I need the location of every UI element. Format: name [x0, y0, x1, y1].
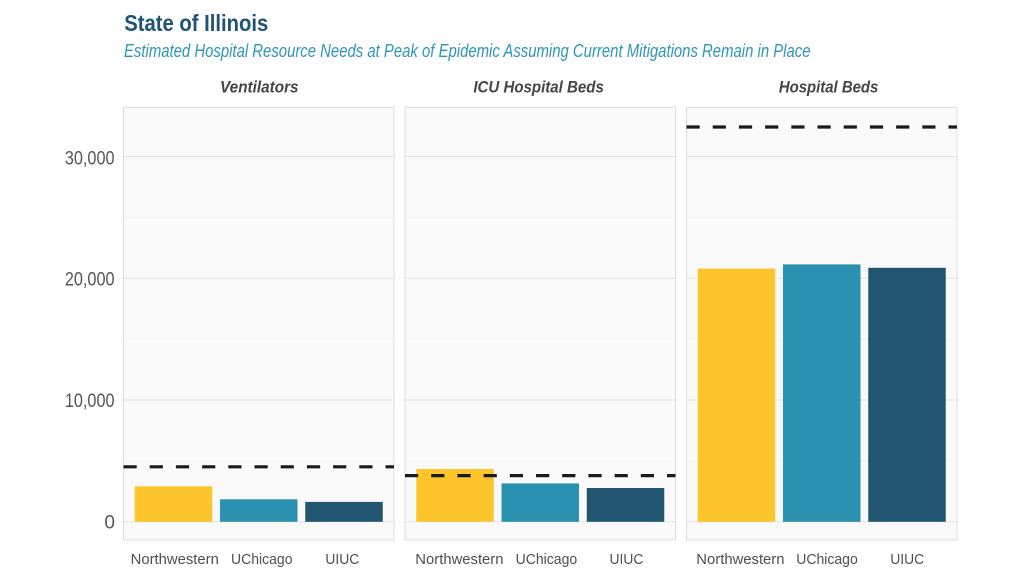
- svg-text:30,000: 30,000: [65, 148, 115, 169]
- svg-text:Estimated Hospital Resource Ne: Estimated Hospital Resource Needs at Pea…: [124, 41, 811, 61]
- svg-text:Northwestern: Northwestern: [415, 551, 503, 568]
- svg-text:20,000: 20,000: [65, 269, 115, 290]
- svg-text:Northwestern: Northwestern: [696, 551, 784, 568]
- svg-text:Ventilators: Ventilators: [220, 77, 299, 96]
- svg-text:UIUC: UIUC: [610, 551, 644, 568]
- svg-text:UChicago: UChicago: [796, 551, 858, 568]
- svg-text:UChicago: UChicago: [516, 551, 578, 568]
- svg-text:UIUC: UIUC: [890, 551, 924, 568]
- svg-text:ICU Hospital Beds: ICU Hospital Beds: [473, 77, 604, 96]
- svg-text:State of Illinois: State of Illinois: [124, 10, 268, 36]
- svg-text:10,000: 10,000: [65, 391, 115, 412]
- svg-text:UIUC: UIUC: [325, 551, 359, 568]
- svg-text:Northwestern: Northwestern: [131, 551, 219, 568]
- svg-text:Hospital Beds: Hospital Beds: [779, 77, 879, 96]
- svg-text:0: 0: [104, 512, 115, 533]
- svg-text:UChicago: UChicago: [231, 551, 293, 568]
